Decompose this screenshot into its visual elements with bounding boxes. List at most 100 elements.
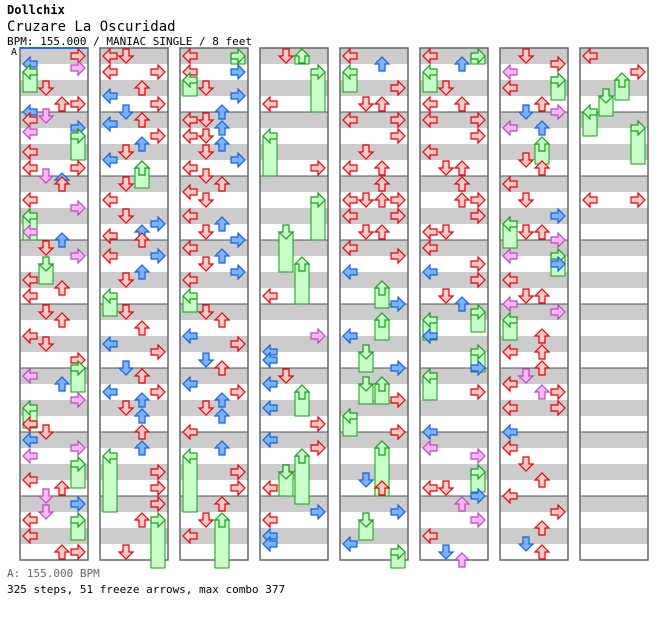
left-arrow-icon xyxy=(182,47,198,65)
up-arrow-icon xyxy=(373,192,391,208)
left-arrow-icon xyxy=(22,511,38,529)
down-arrow-icon xyxy=(117,208,135,224)
left-arrow-icon xyxy=(262,375,278,393)
left-arrow-icon xyxy=(262,511,278,529)
down-arrow-icon xyxy=(117,48,135,64)
up-arrow-icon xyxy=(213,176,231,192)
down-arrow-icon xyxy=(437,224,455,240)
chart-column xyxy=(419,47,489,568)
left-arrow-icon xyxy=(422,423,438,441)
down-arrow-icon xyxy=(437,480,455,496)
left-arrow-icon xyxy=(502,119,518,137)
freeze-right-arrow-icon xyxy=(470,343,486,361)
beat-stripe xyxy=(580,400,648,416)
up-arrow-icon xyxy=(53,176,71,192)
freeze-right-arrow-icon xyxy=(550,71,566,89)
beat-stripe xyxy=(260,48,328,64)
beat-stripe xyxy=(340,208,408,224)
column-border xyxy=(419,47,489,561)
left-arrow-icon xyxy=(22,415,38,433)
beat-stripe xyxy=(100,176,168,192)
down-arrow-icon xyxy=(37,336,55,352)
freeze-down-arrow-icon xyxy=(277,224,295,240)
beat-stripe xyxy=(340,496,408,512)
down-arrow-icon xyxy=(357,192,375,208)
right-arrow-icon xyxy=(390,503,406,521)
column-border xyxy=(259,47,329,561)
beat-stripe xyxy=(20,48,88,64)
left-arrow-icon xyxy=(102,247,118,265)
left-arrow-icon xyxy=(342,207,358,225)
beat-stripe xyxy=(580,528,648,544)
beat-stripe xyxy=(580,208,648,224)
freeze-up-arrow-icon xyxy=(373,280,391,296)
left-arrow-icon xyxy=(422,95,438,113)
down-arrow-icon xyxy=(517,224,535,240)
left-arrow-icon xyxy=(22,271,38,289)
beat-stripe xyxy=(260,176,328,192)
up-arrow-icon xyxy=(133,392,151,408)
left-arrow-icon xyxy=(262,287,278,305)
beat-stripe xyxy=(340,528,408,544)
right-arrow-icon xyxy=(630,63,646,81)
right-arrow-icon xyxy=(470,359,486,377)
left-arrow-icon xyxy=(342,239,358,257)
down-arrow-icon xyxy=(437,544,455,560)
left-arrow-icon xyxy=(22,159,38,177)
beat-stripe xyxy=(420,240,488,256)
down-arrow-icon xyxy=(37,504,55,520)
beat-stripe xyxy=(100,368,168,384)
right-arrow-icon xyxy=(150,495,166,513)
right-arrow-icon xyxy=(390,191,406,209)
right-arrow-icon xyxy=(390,391,406,409)
up-arrow-icon xyxy=(213,440,231,456)
beat-stripe xyxy=(580,336,648,352)
beat-stripe xyxy=(260,336,328,352)
up-arrow-icon xyxy=(53,376,71,392)
right-arrow-icon xyxy=(390,127,406,145)
down-arrow-icon xyxy=(197,80,215,96)
up-arrow-icon xyxy=(453,496,471,512)
up-arrow-icon xyxy=(533,288,551,304)
right-arrow-icon xyxy=(70,391,86,409)
up-arrow-icon xyxy=(373,96,391,112)
down-arrow-icon xyxy=(197,112,215,128)
up-arrow-icon xyxy=(533,224,551,240)
right-arrow-icon xyxy=(550,399,566,417)
right-arrow-icon xyxy=(230,263,246,281)
beat-stripe xyxy=(580,48,648,64)
down-arrow-icon xyxy=(197,144,215,160)
right-arrow-icon xyxy=(550,255,566,273)
left-arrow-icon xyxy=(182,423,198,441)
freeze-down-arrow-icon xyxy=(357,344,375,360)
beat-stripe xyxy=(340,240,408,256)
down-arrow-icon xyxy=(197,304,215,320)
down-arrow-icon xyxy=(117,144,135,160)
chart-column xyxy=(499,47,569,561)
left-arrow-icon xyxy=(342,111,358,129)
up-arrow-icon xyxy=(133,80,151,96)
right-arrow-icon xyxy=(470,271,486,289)
beat-stripe xyxy=(100,432,168,448)
beat-stripe xyxy=(500,48,568,64)
column-border xyxy=(99,47,169,561)
left-arrow-icon xyxy=(262,431,278,449)
beat-stripe xyxy=(20,304,88,320)
freeze-right-arrow-icon xyxy=(310,191,326,209)
beat-stripe xyxy=(580,240,648,256)
right-arrow-icon xyxy=(630,191,646,209)
right-arrow-icon xyxy=(390,295,406,313)
down-arrow-icon xyxy=(517,536,535,552)
beat-stripe xyxy=(260,432,328,448)
down-arrow-icon xyxy=(437,80,455,96)
up-arrow-icon xyxy=(213,120,231,136)
beat-stripe xyxy=(260,528,328,544)
beat-stripe xyxy=(420,496,488,512)
beat-stripe xyxy=(180,400,248,416)
beat-stripe xyxy=(340,272,408,288)
freeze-left-arrow-icon xyxy=(22,63,38,81)
freeze-right-arrow-icon xyxy=(390,543,406,561)
freeze-left-arrow-icon xyxy=(22,399,38,417)
up-arrow-icon xyxy=(53,480,71,496)
up-arrow-icon xyxy=(373,56,391,72)
